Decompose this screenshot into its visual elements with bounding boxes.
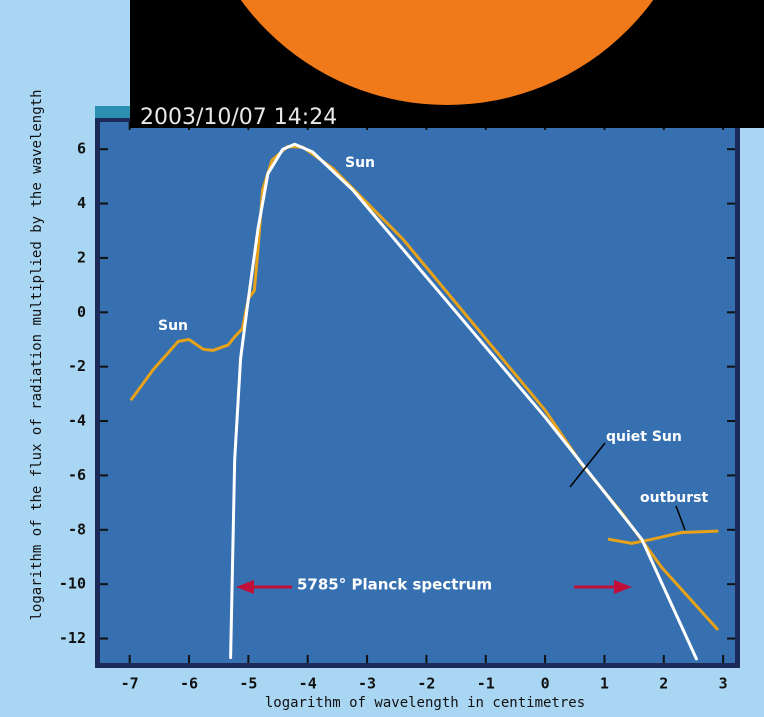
series-label: outburst (640, 490, 709, 506)
x-axis-label: logarithm of wavelength in centimetres (265, 695, 585, 711)
x-tick-label: 0 (541, 675, 550, 693)
x-tick-label: -6 (180, 675, 198, 693)
x-tick-label: 3 (719, 675, 728, 693)
y-tick-label: -10 (59, 575, 86, 593)
decoration (95, 106, 135, 120)
y-tick-label: 4 (77, 194, 86, 212)
y-tick-label: -2 (68, 357, 86, 375)
timestamp: 2003/10/07 14:24 (140, 105, 337, 130)
x-tick-label: -3 (358, 675, 376, 693)
annotation: Sun (158, 318, 188, 334)
chart: Sun Sun quiet Sun outburst 5785° Planck spec… (0, 0, 764, 717)
y-tick-label: -8 (68, 520, 86, 538)
x-tick-label: 1 (600, 675, 609, 693)
y-tick-label: -6 (68, 466, 86, 484)
y-tick-label: -12 (59, 629, 86, 647)
series-label: quiet Sun (606, 429, 682, 445)
annotation: Sun (345, 155, 375, 171)
x-tick-label: -5 (239, 675, 257, 693)
y-tick-label: 6 (77, 140, 86, 158)
y-tick-label: -4 (68, 412, 86, 430)
x-tick-label: 2 (659, 675, 668, 693)
y-tick-label: 0 (77, 303, 86, 321)
y-tick-label: 2 (77, 248, 86, 266)
x-tick-label: -2 (417, 675, 435, 693)
series-label: 5785° Planck spectrum (297, 576, 492, 594)
y-axis-label: logarithm of the flux of radiation multi… (29, 89, 45, 620)
x-tick-label: -1 (477, 675, 495, 693)
x-tick-label: -4 (299, 675, 317, 693)
x-tick-label: -7 (121, 675, 139, 693)
